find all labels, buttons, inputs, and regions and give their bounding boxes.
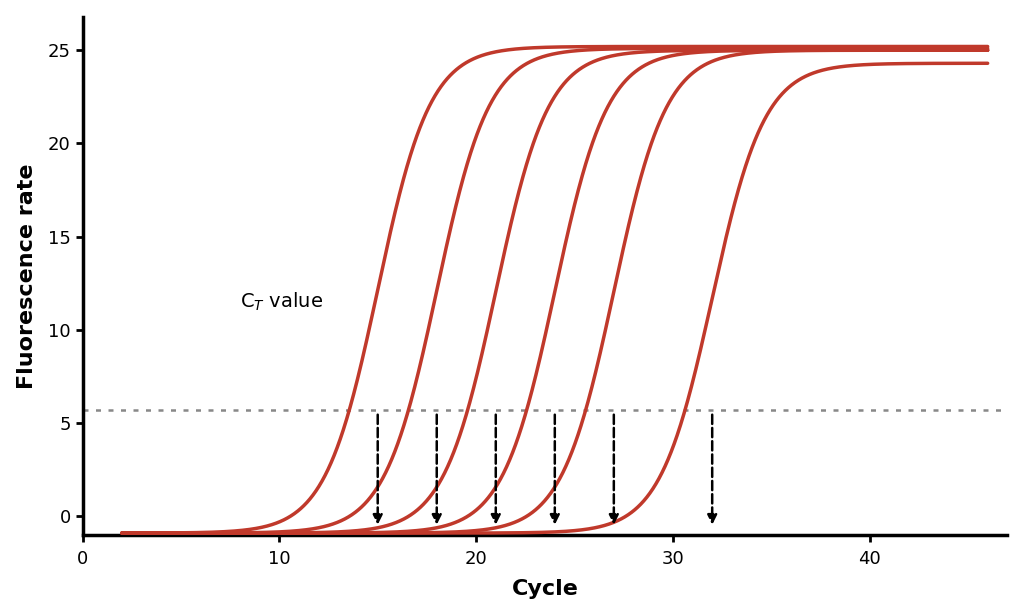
X-axis label: Cycle: Cycle: [512, 579, 579, 599]
Y-axis label: Fluorescence rate: Fluorescence rate: [16, 163, 37, 389]
Text: C$_T$ value: C$_T$ value: [240, 291, 324, 313]
